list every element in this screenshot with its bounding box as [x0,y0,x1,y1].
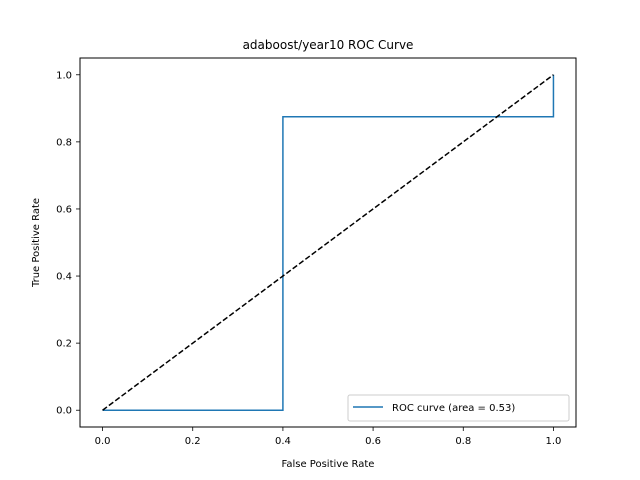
x-tick-label: 0.8 [455,436,471,447]
x-tick-label: 1.0 [546,436,562,447]
roc-curve-line [102,74,555,411]
legend-label: ROC curve (area = 0.53) [392,403,515,414]
y-tick-label: 0.2 [56,339,72,350]
legend: ROC curve (area = 0.53) [347,394,570,422]
x-tick-label: 0.6 [365,436,381,447]
x-axis-ticks: 0.0 0.2 0.4 0.6 0.8 1.0 [95,427,562,447]
y-tick-label: 0.0 [56,406,72,417]
x-axis-label: False Positive Rate [282,459,375,470]
legend-box [347,394,570,422]
y-axis-label: True Positive Rate [31,198,42,288]
y-tick-label: 0.6 [56,204,72,215]
series-layer [102,74,555,411]
y-tick-label: 1.0 [56,70,72,81]
x-tick-label: 0.2 [185,436,201,447]
y-tick-label: 0.8 [56,137,72,148]
chart-title: adaboost/year10 ROC Curve [243,38,414,52]
chance-diagonal-line [102,74,554,411]
y-tick-label: 0.4 [56,272,72,283]
plot-frame [79,57,577,428]
y-axis-ticks: 0.0 0.2 0.4 0.6 0.8 1.0 [56,70,80,417]
x-tick-label: 0.0 [95,436,111,447]
x-tick-label: 0.4 [275,436,291,447]
